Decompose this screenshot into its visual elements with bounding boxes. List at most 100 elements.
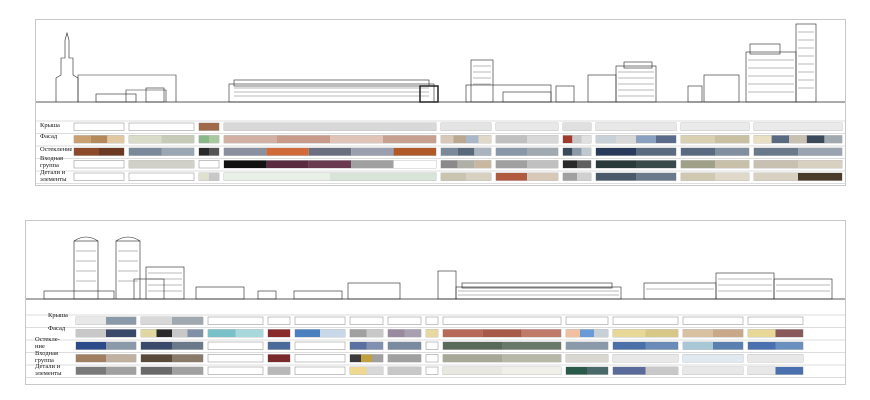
color-swatch bbox=[224, 160, 267, 168]
color-swatch bbox=[563, 160, 577, 168]
color-swatch bbox=[141, 354, 172, 362]
color-swatch bbox=[156, 329, 172, 337]
color-swatch bbox=[474, 160, 491, 168]
swatch-cell bbox=[442, 316, 562, 325]
color-swatch bbox=[587, 367, 608, 375]
color-swatch bbox=[441, 148, 458, 156]
color-swatch bbox=[141, 367, 172, 375]
color-swatch bbox=[748, 342, 776, 350]
color-swatch bbox=[453, 135, 466, 143]
color-swatch bbox=[351, 148, 394, 156]
color-swatch bbox=[457, 160, 475, 168]
color-swatch bbox=[277, 135, 330, 143]
color-swatch-grid-bottom bbox=[26, 314, 845, 378]
color-swatch bbox=[527, 135, 558, 143]
color-swatch bbox=[683, 354, 743, 362]
color-swatch bbox=[106, 354, 136, 362]
color-swatch bbox=[393, 160, 436, 168]
color-swatch bbox=[129, 135, 162, 143]
color-swatch bbox=[502, 354, 561, 362]
color-swatch bbox=[713, 342, 743, 350]
color-swatch bbox=[613, 342, 646, 350]
color-swatch bbox=[351, 160, 394, 168]
color-swatch bbox=[594, 329, 608, 337]
color-swatch bbox=[798, 173, 842, 181]
color-swatch bbox=[350, 342, 367, 350]
color-swatch bbox=[366, 367, 383, 375]
color-swatch bbox=[388, 354, 421, 362]
swatch-cell bbox=[682, 316, 744, 325]
color-swatch bbox=[268, 367, 290, 375]
color-swatch bbox=[383, 135, 436, 143]
color-swatch bbox=[748, 329, 776, 337]
color-swatch bbox=[441, 123, 491, 131]
color-swatch bbox=[577, 173, 591, 181]
color-swatch bbox=[502, 342, 561, 350]
color-swatch bbox=[496, 173, 527, 181]
color-swatch bbox=[563, 135, 573, 143]
color-swatch bbox=[224, 123, 436, 131]
color-swatch bbox=[141, 317, 172, 325]
color-swatch bbox=[161, 148, 194, 156]
color-swatch bbox=[715, 148, 749, 156]
color-swatch bbox=[76, 342, 106, 350]
swatch-cell bbox=[128, 122, 195, 131]
color-swatch bbox=[224, 173, 330, 181]
color-swatch bbox=[74, 148, 99, 156]
color-swatch bbox=[443, 342, 502, 350]
color-swatch bbox=[76, 329, 106, 337]
color-swatch bbox=[478, 135, 491, 143]
color-swatch bbox=[106, 317, 136, 325]
color-swatch bbox=[443, 367, 502, 375]
color-swatch bbox=[572, 135, 582, 143]
color-swatch bbox=[268, 329, 290, 337]
swatch-cell bbox=[207, 341, 264, 350]
color-swatch bbox=[563, 123, 591, 131]
color-swatch bbox=[681, 135, 715, 143]
color-swatch bbox=[320, 329, 345, 337]
color-swatch bbox=[613, 354, 678, 362]
color-swatch bbox=[566, 342, 608, 350]
color-swatch bbox=[393, 148, 436, 156]
row-label-roof: Крыша bbox=[40, 122, 60, 129]
color-swatch bbox=[404, 329, 421, 337]
swatch-cell bbox=[747, 316, 804, 325]
color-swatch bbox=[350, 354, 361, 362]
color-swatch bbox=[496, 123, 558, 131]
color-swatch bbox=[613, 329, 646, 337]
row-label-details: Детали и элементы bbox=[40, 169, 67, 183]
color-swatch bbox=[502, 367, 561, 375]
color-swatch bbox=[172, 329, 188, 337]
color-swatch bbox=[209, 173, 219, 181]
color-swatch bbox=[268, 354, 290, 362]
color-swatch bbox=[824, 135, 842, 143]
color-swatch bbox=[482, 329, 522, 337]
color-swatch bbox=[527, 160, 558, 168]
color-swatch bbox=[224, 135, 277, 143]
color-swatch bbox=[235, 329, 263, 337]
color-swatch bbox=[350, 367, 367, 375]
color-swatch bbox=[209, 135, 219, 143]
swatch-cell bbox=[425, 354, 439, 363]
color-swatch bbox=[580, 329, 594, 337]
color-swatch bbox=[496, 160, 527, 168]
color-swatch bbox=[74, 135, 91, 143]
color-swatch bbox=[771, 135, 790, 143]
color-swatch bbox=[129, 148, 162, 156]
color-swatch bbox=[572, 148, 582, 156]
color-swatch bbox=[527, 173, 558, 181]
color-swatch bbox=[798, 160, 842, 168]
color-swatch bbox=[172, 367, 203, 375]
row-label-entrance: Входная группа bbox=[35, 350, 58, 364]
panel-bottom: Крыша Фасад Остекле- ние Входная группа … bbox=[25, 220, 846, 385]
color-swatch bbox=[521, 329, 561, 337]
color-swatch bbox=[713, 329, 743, 337]
swatch-cell bbox=[207, 354, 264, 363]
color-swatch bbox=[99, 148, 124, 156]
color-swatch bbox=[199, 148, 209, 156]
swatch-cell bbox=[425, 316, 439, 325]
color-swatch bbox=[199, 123, 219, 131]
color-swatch bbox=[76, 317, 106, 325]
color-swatch bbox=[268, 342, 290, 350]
color-swatch bbox=[441, 173, 466, 181]
